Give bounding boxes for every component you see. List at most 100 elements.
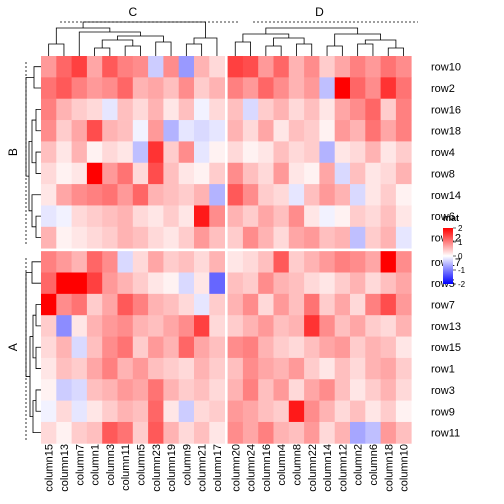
heatmap-cell — [209, 77, 225, 100]
heatmap-cell — [334, 251, 351, 273]
heatmap-cell — [227, 56, 244, 78]
heatmap-cell — [304, 272, 320, 295]
column-dendrogram — [48, 21, 418, 56]
heatmap-cell — [56, 56, 72, 78]
heatmap-cell — [194, 226, 210, 249]
heatmap-cell — [86, 141, 103, 164]
heatmap-cell — [227, 400, 244, 423]
column-label: column21 — [197, 444, 209, 492]
heatmap-cell — [227, 184, 244, 206]
heatmap-cell — [242, 379, 259, 401]
heatmap-cell — [319, 251, 336, 273]
heatmap-cell — [209, 120, 225, 142]
legend-tick-label: 2 — [458, 224, 463, 233]
heatmap-cell — [148, 251, 164, 273]
heatmap-cell — [365, 336, 381, 359]
heatmap-cell — [194, 293, 210, 316]
heatmap-cell — [132, 141, 149, 164]
column-label: column24 — [246, 444, 258, 492]
heatmap-cell — [56, 162, 72, 185]
heatmap-cell — [163, 226, 180, 249]
heatmap-cell — [365, 162, 381, 185]
heatmap-cell — [56, 379, 72, 401]
heatmap-cell — [117, 336, 134, 359]
heatmap-cell — [102, 357, 118, 380]
heatmap-cell — [117, 162, 134, 185]
heatmap-cell — [178, 205, 195, 228]
heatmap-cell — [86, 357, 103, 380]
column-label: column1 — [90, 444, 102, 486]
heatmap-cell — [178, 272, 195, 295]
heatmap-cell — [86, 184, 103, 206]
heatmap-cell — [148, 272, 164, 295]
dendrogram-branch — [155, 41, 172, 56]
heatmap-cell — [242, 56, 259, 78]
dendrogram-branch — [101, 39, 134, 48]
heatmap-cell — [242, 336, 259, 359]
heatmap-cell — [350, 98, 366, 121]
heatmap-cell — [350, 141, 366, 164]
heatmap-cell — [365, 400, 381, 423]
heatmap-cell — [350, 379, 366, 401]
heatmap-cell — [242, 400, 259, 423]
heatmap-cell — [102, 205, 118, 228]
column-split-title: C — [128, 5, 137, 19]
legend-tick-label: 1 — [458, 238, 463, 247]
dendrogram-branch — [25, 272, 32, 377]
column-label: column17 — [212, 444, 224, 492]
heatmap-cell — [258, 141, 274, 164]
heatmap-cell — [56, 77, 72, 100]
heatmap-cell — [395, 205, 412, 228]
heatmap-cell — [163, 357, 180, 380]
heatmap-cell — [258, 56, 274, 78]
heatmap-cell — [56, 336, 72, 359]
heatmap-cell — [41, 77, 57, 100]
heatmap-cell — [304, 357, 320, 380]
heatmap-cell — [319, 56, 336, 78]
dendrogram-branch — [35, 389, 41, 412]
dendrogram-branch — [31, 119, 36, 164]
row-label: row11 — [431, 428, 460, 440]
dendrogram-branch — [185, 43, 203, 56]
heatmap-cell — [71, 272, 88, 295]
heatmap-cell — [86, 162, 103, 185]
heatmap-cell — [319, 400, 336, 423]
row-label: row1 — [431, 364, 455, 376]
heatmap-cell — [132, 272, 149, 295]
heatmap-cell — [86, 421, 103, 444]
heatmap-cell — [71, 400, 88, 423]
heatmap-cell — [227, 357, 244, 380]
dendrogram-branch — [357, 43, 374, 56]
heatmap-cell — [102, 400, 118, 423]
heatmap-cell — [288, 421, 305, 444]
heatmap-cell — [258, 77, 274, 100]
heatmap-cell — [304, 77, 320, 100]
dendrogram-branch — [35, 215, 41, 238]
heatmap-cell — [334, 293, 351, 316]
heatmap-cell — [41, 162, 57, 185]
heatmap-cell — [304, 379, 320, 401]
heatmap-cell — [209, 400, 225, 423]
heatmap-cell — [334, 141, 351, 164]
heatmap-cell — [194, 56, 210, 78]
heatmap-cell — [102, 141, 118, 164]
heatmap-cell — [227, 120, 244, 142]
heatmap-cell — [273, 272, 290, 295]
column-label: column22 — [307, 444, 319, 492]
column-label: column13 — [59, 444, 71, 492]
heatmap-cell — [380, 315, 397, 337]
heatmap-cell — [350, 315, 366, 337]
heatmap-cell — [71, 205, 88, 228]
heatmap-cell — [102, 272, 118, 295]
heatmap-cell — [86, 251, 103, 273]
heatmap-cell — [102, 162, 118, 185]
heatmap-cell — [41, 226, 57, 249]
heatmap-cell — [304, 251, 320, 273]
heatmap-cell — [194, 141, 210, 164]
heatmap-cell — [395, 251, 412, 273]
row-split-title: A — [6, 343, 20, 351]
heatmap-cell — [242, 77, 259, 100]
heatmap-cell — [209, 293, 225, 316]
heatmap-cell — [209, 315, 225, 337]
